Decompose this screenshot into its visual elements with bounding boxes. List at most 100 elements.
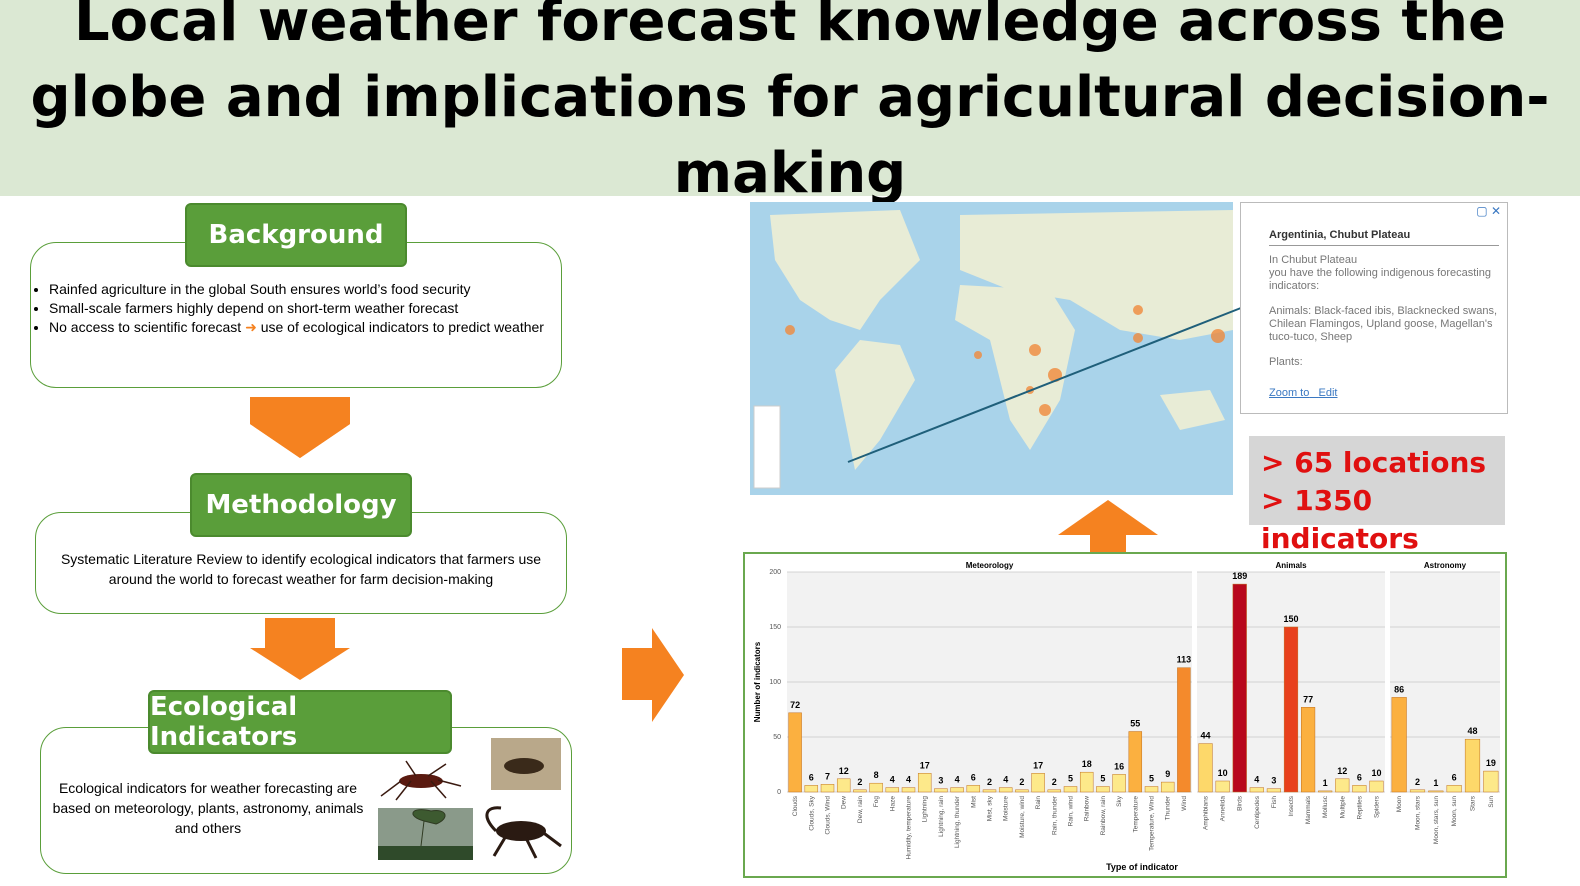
x-tick-label: Sky [1116, 795, 1123, 807]
popup-link[interactable]: Edit [1318, 387, 1338, 399]
y-tick-label: 200 [769, 569, 781, 576]
bar [917, 773, 932, 793]
value-label: 18 [1082, 759, 1092, 769]
bar [1409, 789, 1426, 793]
value-label: 4 [906, 775, 911, 785]
popup-body: In Chubut Plateau you have the following… [1269, 254, 1499, 400]
y-axis-label: Number of indicators [753, 641, 762, 722]
x-tick-label: Rainbow [1084, 796, 1091, 822]
bar [1112, 774, 1126, 793]
value-label: 3 [1271, 776, 1276, 786]
value-label: 10 [1371, 768, 1381, 778]
bar [1031, 773, 1045, 793]
bar [1301, 707, 1316, 793]
x-tick-label: Lightning, thunder [954, 795, 961, 848]
bullet: No access to scientific forecast ➜ use o… [49, 318, 561, 337]
y-tick-label: 0 [777, 789, 781, 796]
value-label: 4 [1254, 775, 1259, 785]
bar [1160, 781, 1175, 793]
x-tick-label: Temperature, Wind [1149, 796, 1156, 851]
x-tick-label: Dew, rain [857, 796, 864, 823]
bar [1318, 790, 1333, 793]
popup-controls: ▢ ✕ [1476, 204, 1501, 218]
arrow-icon: ➜ [245, 319, 257, 335]
x-tick-label: Amphibians [1203, 795, 1210, 830]
bar [1369, 780, 1384, 793]
value-label: 1 [1323, 778, 1328, 788]
bar [1335, 778, 1350, 793]
value-label: 2 [857, 777, 862, 787]
x-tick-label: Dew [841, 796, 848, 809]
x-tick-label: Centipedes [1254, 795, 1261, 829]
x-tick-label: Sun [1488, 796, 1495, 808]
x-tick-label: Wind [1181, 796, 1188, 811]
x-tick-label: Moon [1396, 796, 1403, 813]
value-label: 86 [1394, 684, 1404, 694]
popup-plants: Plants: [1269, 356, 1303, 368]
x-tick-label: Thunder [1165, 795, 1172, 820]
bar [950, 787, 964, 793]
arrow-down [250, 397, 350, 458]
stat: > 1350 indicators [1261, 484, 1419, 555]
panel-title: Animals [1275, 561, 1307, 570]
heading: Methodology [190, 473, 412, 537]
bar [901, 787, 916, 793]
value-label: 6 [1357, 772, 1362, 782]
value-label: 55 [1130, 719, 1140, 729]
bar [1096, 786, 1110, 793]
bar [1428, 790, 1444, 793]
bar [1128, 731, 1143, 793]
map-popup: ▢ ✕ Argentinia, Chubut Plateau In Chubut… [1240, 202, 1508, 414]
bar [982, 789, 997, 793]
heading: Background [185, 203, 407, 267]
bar [1232, 583, 1247, 793]
bullets: Rainfed agriculture in the global South … [31, 280, 561, 337]
popup-line: In Chubut Plateau [1269, 254, 1358, 266]
stats-box: > 65 locations > 1350 indicators [1249, 436, 1505, 555]
value-label: 2 [1019, 777, 1024, 787]
header: Local weather forecast knowledge across … [0, 0, 1580, 206]
bar [1391, 697, 1407, 793]
value-label: 6 [971, 772, 976, 782]
popup-title: Argentinia, Chubut Plateau [1269, 229, 1499, 246]
x-tick-label: Lightning, rain [938, 796, 945, 837]
value-label: 44 [1201, 731, 1211, 741]
x-tick-label: Rain [1035, 796, 1042, 810]
x-tick-label: Mist, sky [987, 795, 994, 821]
value-label: 5 [1149, 774, 1154, 784]
value-label: 2 [1052, 777, 1057, 787]
bar [1144, 786, 1159, 793]
x-tick-label: Rain, thunder [1051, 795, 1058, 835]
stat: > 65 locations [1261, 446, 1487, 479]
value-label: 19 [1486, 758, 1496, 768]
value-label: 113 [1177, 655, 1192, 665]
x-tick-label: Spiders [1373, 795, 1380, 818]
x-tick-label: Temperature [1132, 796, 1139, 833]
value-label: 2 [1415, 777, 1420, 787]
bar [804, 785, 819, 793]
value-label: 16 [1114, 761, 1124, 771]
bar [1446, 785, 1462, 793]
value-label: 48 [1467, 726, 1477, 736]
bullet-part: use of ecological indicators to predict … [260, 319, 544, 335]
value-label: 12 [839, 766, 849, 776]
popup-link[interactable]: Zoom to [1269, 387, 1310, 399]
bar [1015, 789, 1029, 793]
value-label: 150 [1283, 614, 1298, 624]
x-tick-label: Lightning [922, 796, 929, 823]
bullet-part: No access to scientific forecast [49, 319, 242, 335]
map [750, 202, 1247, 495]
x-tick-label: Birds [1237, 795, 1244, 811]
bar [820, 784, 835, 793]
bar [1249, 787, 1264, 793]
bar [1047, 789, 1062, 793]
x-tick-label: Haze [889, 796, 896, 812]
value-label: 77 [1303, 694, 1313, 704]
bar [998, 787, 1013, 793]
value-label: 6 [809, 772, 814, 782]
value-label: 4 [890, 775, 895, 785]
bullet: Rainfed agriculture in the global South … [49, 280, 561, 299]
x-tick-label: Moon, sun [1451, 796, 1458, 827]
